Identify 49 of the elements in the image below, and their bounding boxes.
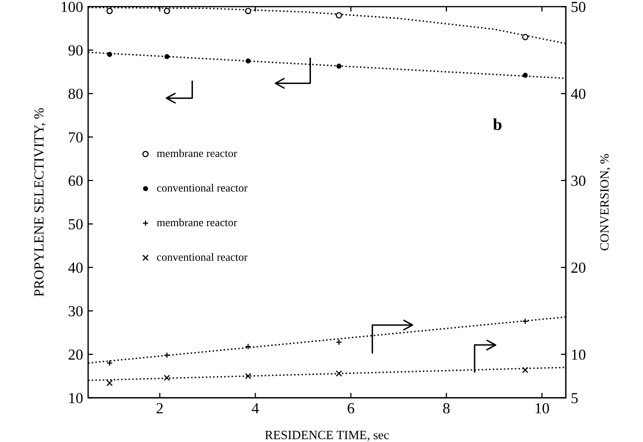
y2-tick-label: 10 (572, 349, 586, 360)
legend-label: conventional reactor (157, 253, 248, 261)
point (164, 54, 170, 60)
point (164, 374, 170, 381)
y-tick-label: 60 (68, 176, 83, 186)
x-tick-label: 4 (252, 403, 259, 414)
point (164, 352, 170, 358)
y-tick-label: 20 (68, 349, 83, 360)
y-tick-label: 30 (68, 306, 83, 316)
y-tick-label: 80 (68, 88, 83, 100)
point (336, 64, 342, 69)
legend-label: membrane reactor (156, 149, 238, 158)
point (107, 52, 112, 57)
y-axis-title: PROPYLENE SELECTIVITY, % (34, 108, 46, 296)
point (164, 8, 170, 14)
y-tick-label: 70 (68, 132, 83, 142)
point (106, 8, 113, 14)
y2-axis-title: CONVERSION, % (600, 154, 610, 250)
point (336, 370, 342, 377)
y-tick-label: 90 (68, 45, 83, 56)
y2-tick-label: 40 (571, 88, 586, 100)
y2-tick-label: 5 (572, 393, 578, 404)
point (522, 72, 528, 78)
point (336, 12, 342, 18)
point (336, 339, 342, 346)
point (244, 343, 252, 350)
y-tick-label: 10 (69, 392, 83, 404)
y-tick-label: 100 (62, 2, 83, 12)
y2-tick-label: 20 (571, 262, 586, 273)
point (244, 372, 252, 380)
point (106, 380, 113, 386)
point (244, 8, 252, 14)
y-tick-label: 40 (68, 262, 83, 273)
point (246, 58, 251, 64)
x-tick-label: 8 (443, 403, 450, 414)
legend-label: conventional reactor (157, 184, 248, 192)
point (106, 360, 113, 366)
annotation: b (493, 118, 502, 130)
x-tick-label: 10 (536, 403, 550, 414)
x-axis-title: RESIDENCE TIME, sec (265, 430, 389, 441)
point (522, 34, 528, 40)
point (522, 366, 528, 374)
point (522, 318, 528, 324)
x-tick-label: 6 (348, 403, 354, 414)
y-tick-label: 50 (68, 219, 83, 230)
y2-tick-label: 50 (572, 2, 586, 12)
y2-tick-label: 30 (571, 176, 586, 186)
x-tick-label: 2 (156, 403, 163, 414)
legend-label: membrane reactor (156, 218, 238, 226)
